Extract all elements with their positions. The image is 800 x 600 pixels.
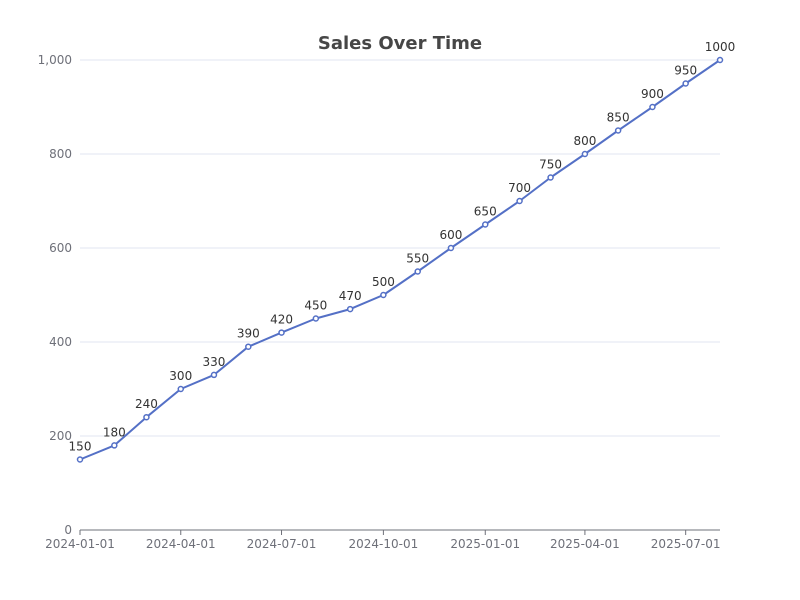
- data-point[interactable]: [547, 174, 554, 181]
- data-point[interactable]: [312, 315, 320, 322]
- axes: 0 200 400 600 800 1,000 2024-01-01 2024-04-01 20…: [38, 53, 721, 551]
- x-tick-label: 2025-07-01: [651, 537, 721, 551]
- data-point[interactable]: [177, 385, 185, 393]
- x-tick-label: 2024-10-01: [349, 537, 419, 551]
- data-label: 390: [237, 327, 260, 341]
- data-point[interactable]: [278, 329, 285, 336]
- data-label: 800: [573, 134, 596, 148]
- data-point[interactable]: [682, 80, 689, 87]
- y-tick-label: 200: [49, 429, 72, 443]
- x-tick-label: 2025-04-01: [550, 537, 620, 551]
- data-point[interactable]: [380, 291, 387, 299]
- data-point[interactable]: [649, 103, 656, 111]
- data-label: 1000: [705, 40, 736, 54]
- data-point[interactable]: [482, 221, 489, 228]
- data-point[interactable]: [614, 127, 622, 134]
- series-line: [79, 59, 721, 461]
- data-point[interactable]: [447, 244, 455, 252]
- data-point[interactable]: [716, 56, 724, 64]
- data-point[interactable]: [76, 456, 84, 463]
- data-point[interactable]: [581, 150, 589, 158]
- data-labels: 150 180 240 300 330 390 420 450 470 500 550 600 650 7…: [69, 40, 736, 454]
- data-label: 180: [103, 425, 126, 439]
- data-label: 850: [607, 111, 630, 125]
- data-point[interactable]: [111, 442, 118, 449]
- data-label: 420: [270, 313, 293, 327]
- data-point[interactable]: [210, 371, 218, 379]
- data-label: 750: [539, 158, 562, 172]
- y-tick-label: 0: [64, 523, 72, 537]
- data-point[interactable]: [346, 305, 354, 313]
- data-point[interactable]: [414, 268, 421, 275]
- data-label: 950: [674, 64, 697, 78]
- data-label: 700: [508, 181, 531, 195]
- x-tick-label: 2024-01-01: [45, 537, 115, 551]
- data-label: 300: [169, 369, 192, 383]
- x-tick-label: 2025-01-01: [450, 537, 520, 551]
- grid-lines: [80, 59, 720, 437]
- data-label: 550: [406, 252, 429, 266]
- data-point[interactable]: [245, 343, 252, 350]
- data-label: 600: [439, 228, 462, 242]
- x-tick-label: 2024-07-01: [247, 537, 317, 551]
- series: [76, 56, 724, 463]
- x-tick-label: 2024-04-01: [146, 537, 216, 551]
- data-label: 470: [339, 289, 362, 303]
- y-tick-label: 400: [49, 335, 72, 349]
- chart-title: Sales Over Time: [318, 33, 482, 54]
- data-label: 650: [474, 205, 497, 219]
- y-tick-label: 800: [49, 147, 72, 161]
- y-tick-label: 600: [49, 241, 72, 255]
- data-point[interactable]: [516, 197, 523, 205]
- data-label: 900: [641, 87, 664, 101]
- data-label: 500: [372, 275, 395, 289]
- data-label: 150: [69, 440, 92, 454]
- data-point[interactable]: [143, 413, 150, 421]
- data-label: 330: [203, 355, 226, 369]
- data-label: 450: [304, 299, 327, 313]
- data-label: 240: [135, 397, 158, 411]
- y-tick-label: 1,000: [38, 53, 72, 67]
